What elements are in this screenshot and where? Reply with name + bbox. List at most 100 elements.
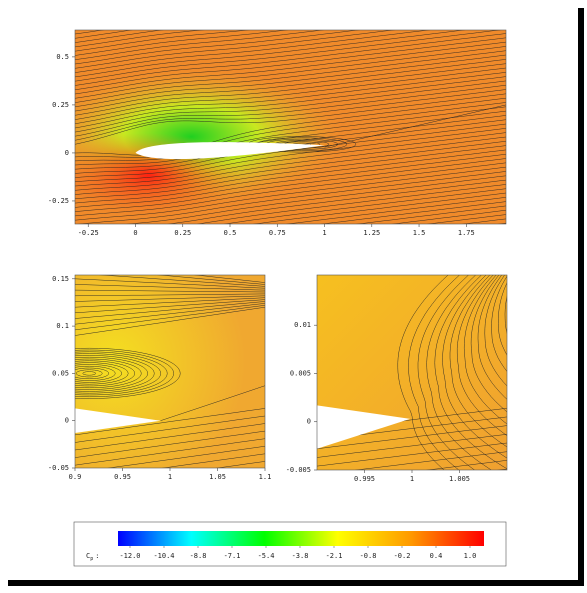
colorbar-tick-label: -7.1 <box>224 552 241 560</box>
x-tick-label: 0.995 <box>354 475 375 483</box>
streamline <box>75 293 265 297</box>
streamline <box>317 434 507 458</box>
streamline <box>75 297 265 308</box>
y-tick-label: -0.05 <box>48 464 69 472</box>
streamline <box>196 184 506 224</box>
separation-loop <box>82 371 96 376</box>
y-tick-label: 0 <box>65 417 69 425</box>
streamline <box>456 275 507 436</box>
separation-loop <box>75 358 142 389</box>
y-tick-label: 0.05 <box>52 369 69 377</box>
streamline <box>75 306 265 336</box>
separation-loop <box>75 356 148 390</box>
streamline <box>77 171 506 224</box>
streamline <box>75 128 506 183</box>
streamline <box>75 153 506 208</box>
streamline <box>75 289 265 293</box>
x-tick-label: 1.75 <box>458 229 475 237</box>
streamline <box>426 214 506 224</box>
colorbar-label-sub: p <box>90 556 93 562</box>
y-tick-label: 0 <box>65 149 69 157</box>
streamline <box>470 275 507 413</box>
x-tick-label: 1.005 <box>449 475 470 483</box>
streamline <box>442 275 507 459</box>
streamline <box>477 275 507 400</box>
plot-area <box>75 30 506 224</box>
streamline <box>317 425 507 450</box>
y-tick-label: 0 <box>307 418 311 426</box>
streamline <box>463 275 507 425</box>
colorbar <box>118 531 484 546</box>
streamline <box>75 295 265 302</box>
colorbar-label: Cp: <box>86 552 99 562</box>
streamline <box>75 423 265 451</box>
streamline <box>484 275 507 387</box>
y-tick-label: 0.5 <box>56 53 69 61</box>
colorbar-tick-label: -0.8 <box>360 552 377 560</box>
colorbar-tick-label: -10.4 <box>153 552 174 560</box>
streamline <box>317 442 507 467</box>
colorbar-tick-label: 1.0 <box>464 552 477 560</box>
streamline <box>75 30 289 56</box>
streamline <box>75 63 506 116</box>
streamline <box>75 72 506 125</box>
x-tick-label: 0.25 <box>174 229 191 237</box>
streamline <box>75 132 506 187</box>
separation-loop <box>75 353 161 394</box>
colorbar-tick-label: -8.8 <box>190 552 207 560</box>
y-tick-label: 0.15 <box>52 275 69 283</box>
streamline <box>320 201 506 224</box>
streamline <box>215 461 265 468</box>
plot-frame <box>74 29 507 225</box>
plot-area <box>75 275 265 468</box>
separation-loop <box>75 364 122 383</box>
x-tick-label: 0 <box>133 229 137 237</box>
airfoil <box>135 142 325 160</box>
x-tick-label: 1 <box>322 229 326 237</box>
streamline <box>397 275 449 470</box>
streamline <box>426 460 507 470</box>
streamline <box>107 445 265 468</box>
x-tick-label: 0.95 <box>114 473 131 481</box>
streamline <box>75 284 265 291</box>
separation-loop <box>76 369 103 378</box>
y-tick-label: 0.01 <box>294 321 311 329</box>
separation-loop <box>75 349 174 398</box>
streamline <box>285 197 506 224</box>
colorbar-label-main: C <box>86 552 90 560</box>
x-tick-label: 1 <box>410 475 414 483</box>
streamline <box>75 145 506 200</box>
streamline <box>75 136 506 191</box>
streamline <box>75 33 506 86</box>
streamline <box>75 149 506 204</box>
streamline <box>75 301 265 319</box>
streamline <box>75 30 325 60</box>
streamline <box>75 93 506 145</box>
x-tick-label: 0.75 <box>269 229 286 237</box>
colorbar-tick-label: -0.2 <box>394 552 411 560</box>
streamline <box>75 30 502 82</box>
airfoil <box>317 405 411 449</box>
streamline <box>417 275 475 470</box>
streamline <box>252 192 506 224</box>
streamline <box>75 278 265 289</box>
streamline <box>75 415 265 443</box>
streamline <box>75 46 506 99</box>
streamline <box>426 275 492 470</box>
streamline <box>157 275 265 285</box>
streamline <box>75 30 205 48</box>
streamline <box>75 54 506 108</box>
streamline <box>75 30 164 43</box>
airfoil <box>75 408 161 433</box>
streamline <box>193 275 265 283</box>
streamline <box>161 453 265 468</box>
streamline <box>75 37 506 91</box>
streamline <box>75 106 506 162</box>
streamline <box>75 30 250 52</box>
streamline <box>75 84 506 137</box>
streamline <box>75 50 506 103</box>
streamline <box>75 162 506 217</box>
streamline <box>126 175 506 224</box>
